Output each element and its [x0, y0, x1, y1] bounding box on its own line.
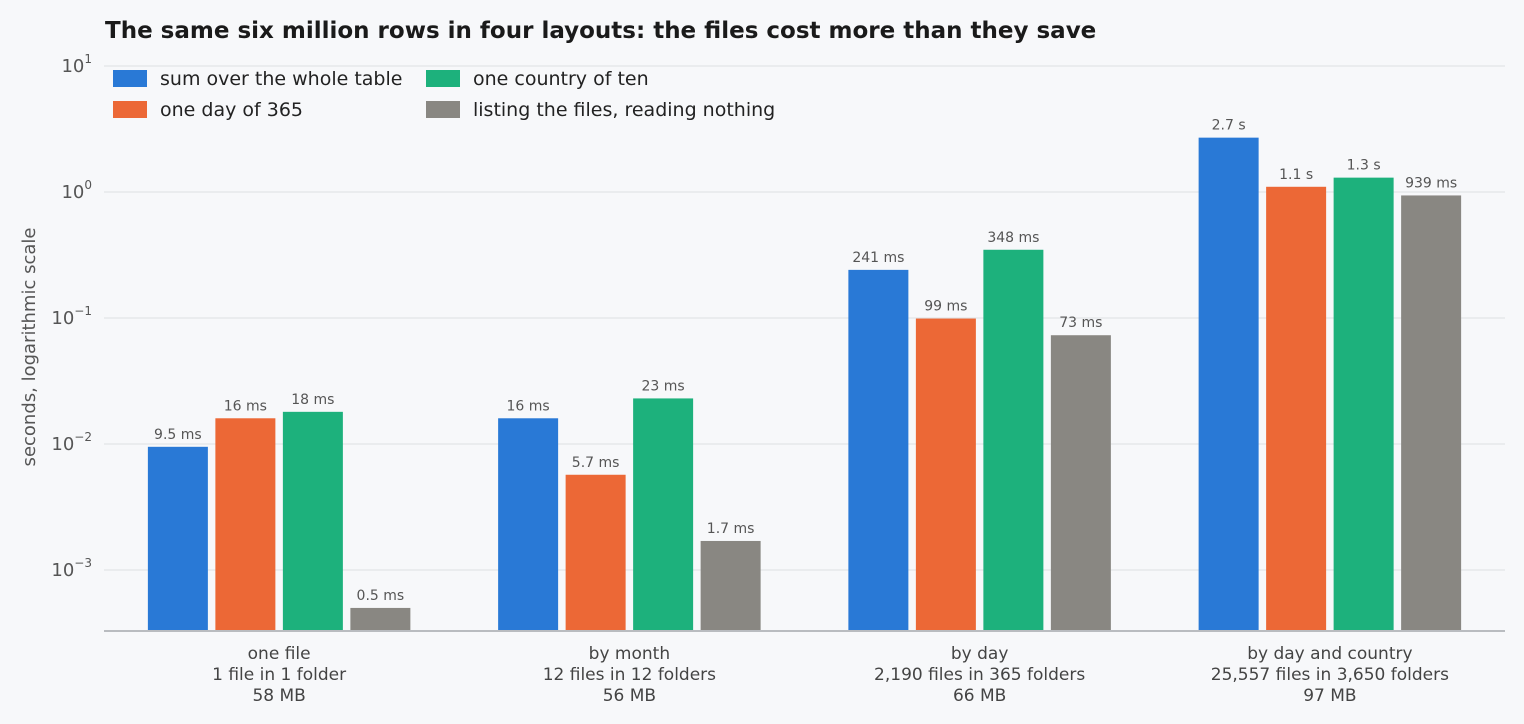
bar: [498, 418, 559, 631]
x-tick-label: 12 files in 12 folders: [543, 665, 716, 685]
bar: [350, 607, 411, 631]
bar: [1333, 177, 1394, 632]
legend-label: sum over the whole table: [160, 68, 402, 90]
y-tick-label: 10−3: [51, 556, 92, 581]
y-tick-label: 100: [61, 178, 92, 203]
data-label: 99 ms: [924, 299, 967, 315]
data-label: 0.5 ms: [357, 588, 405, 604]
y-tick-label: 101: [61, 52, 92, 77]
data-label: 348 ms: [987, 230, 1039, 246]
bar: [565, 474, 626, 631]
data-label: 9.5 ms: [154, 427, 202, 443]
data-label: 1.1 s: [1279, 167, 1313, 183]
y-tick-label: 10−1: [51, 304, 92, 329]
data-label: 23 ms: [642, 378, 685, 394]
bar: [915, 318, 976, 631]
x-tick-label: one file: [248, 644, 311, 664]
y-tick-label: 10−2: [51, 430, 92, 455]
bar: [215, 418, 276, 631]
x-tick-label: 97 MB: [1303, 686, 1356, 706]
bar: [1401, 195, 1462, 631]
legend-item: listing the files, reading nothing: [426, 99, 775, 121]
data-label: 16 ms: [507, 398, 550, 414]
x-tick-label: 1 file in 1 folder: [212, 665, 346, 685]
legend-swatch: [426, 70, 460, 87]
data-label: 5.7 ms: [572, 455, 620, 471]
bar: [147, 446, 208, 631]
legend-label: one day of 365: [160, 99, 303, 121]
bar: [983, 249, 1044, 631]
legend-swatch: [113, 101, 147, 118]
x-tick-label: by month: [589, 644, 670, 664]
y-axis-label: seconds, logarithmic scale: [19, 228, 40, 467]
data-label: 1.7 ms: [707, 521, 755, 537]
bar: [282, 411, 343, 631]
y-axis-ticks: 101 100 10−1 10−2 10−3: [51, 52, 92, 581]
x-tick-label: by day: [951, 644, 1009, 664]
bar: [848, 269, 909, 631]
legend-item: one country of ten: [426, 68, 649, 90]
legend-swatch: [426, 101, 460, 118]
x-tick-label: by day and country: [1247, 644, 1412, 664]
bar: [1266, 186, 1327, 631]
data-label: 73 ms: [1059, 315, 1102, 331]
data-label: 2.7 s: [1212, 118, 1246, 134]
data-label: 1.3 s: [1347, 158, 1381, 174]
x-tick-label: 58 MB: [252, 686, 305, 706]
data-label: 939 ms: [1405, 175, 1457, 191]
data-label: 18 ms: [291, 392, 334, 408]
legend-item: one day of 365: [113, 99, 303, 121]
legend-label: listing the files, reading nothing: [473, 99, 775, 121]
chart-title: The same six million rows in four layout…: [105, 18, 1096, 44]
data-label: 241 ms: [852, 250, 904, 266]
legend: sum over the whole table one country of t…: [113, 68, 775, 121]
data-label: 16 ms: [224, 398, 267, 414]
x-tick-label: 2,190 files in 365 folders: [874, 665, 1085, 685]
bars: [147, 137, 1462, 632]
bar: [1198, 137, 1259, 631]
legend-item: sum over the whole table: [113, 68, 402, 90]
x-tick-label: 66 MB: [953, 686, 1006, 706]
bar: [1050, 335, 1111, 631]
x-tick-label: 25,557 files in 3,650 folders: [1211, 665, 1449, 685]
x-tick-label: 56 MB: [603, 686, 656, 706]
bar: [700, 540, 761, 631]
legend-swatch: [113, 70, 147, 87]
value-labels: 9.5 ms 16 ms 18 ms 0.5 ms 16 ms 5.7 ms 23 ms 1.…: [154, 118, 1457, 604]
bar: [633, 398, 694, 631]
legend-label: one country of ten: [473, 68, 649, 90]
